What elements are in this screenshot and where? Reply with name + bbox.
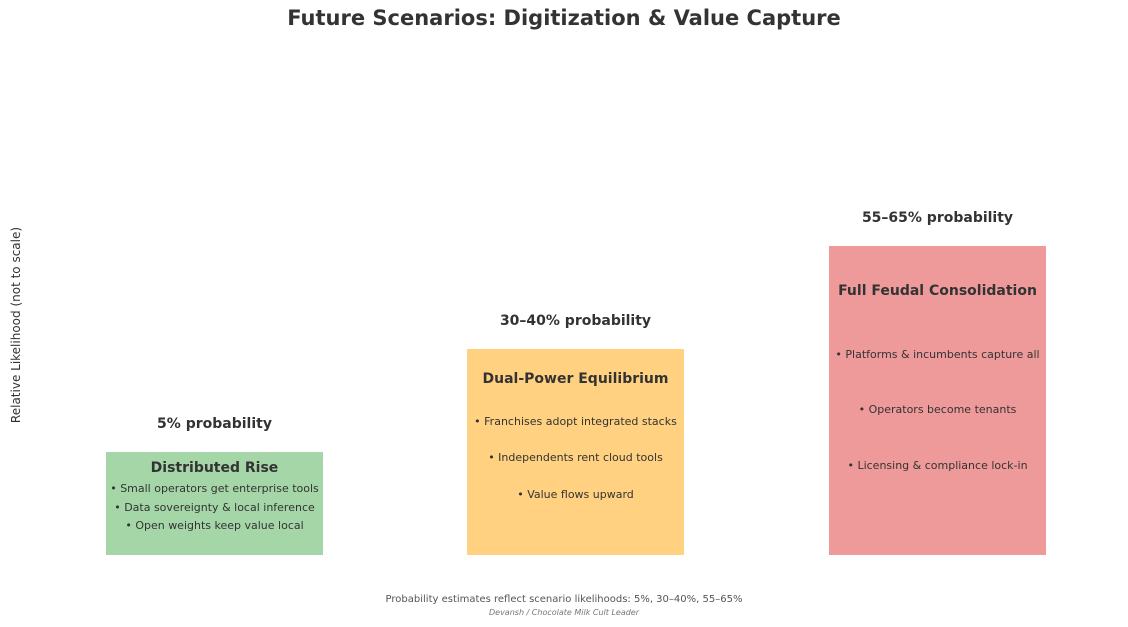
bar-bullet: • Franchises adopt integrated stacks — [474, 415, 677, 428]
bar-bullet: • Open weights keep value local — [125, 519, 304, 532]
bar-bullet: • Independents rent cloud tools — [488, 451, 663, 464]
bar-bullet: • Licensing & compliance lock-in — [847, 459, 1028, 472]
probability-label: 30–40% probability — [499, 313, 652, 329]
bar-title: Distributed Rise — [150, 460, 279, 476]
bar-bullet: • Operators become tenants — [858, 403, 1017, 416]
bar-bullet: • Data sovereignty & local inference — [114, 501, 315, 514]
bar-title: Full Feudal Consolidation — [838, 283, 1037, 299]
chart-title: Future Scenarios: Digitization & Value C… — [287, 6, 841, 30]
bar-full-feudal-consolidation: Full Feudal Consolidation • Platforms & i… — [829, 246, 1046, 555]
credit: Devansh / Chocolate Milk Cult Leader — [488, 608, 640, 617]
bar-dual-power-equilibrium: Dual-Power Equilibrium • Franchises adopt… — [467, 349, 684, 555]
bar-distributed-rise: Distributed Rise • Small operators get en… — [106, 452, 323, 555]
bar-bullet: • Small operators get enterprise tools — [110, 482, 319, 495]
probability-label: 55–65% probability — [861, 210, 1014, 226]
y-axis-label: Relative Likelihood (not to scale) — [9, 226, 23, 424]
probability-label: 5% probability — [157, 416, 272, 432]
bar-bullet: • Value flows upward — [517, 488, 634, 501]
bar-bullet: • Platforms & incumbents capture all — [835, 348, 1040, 361]
footnote: Probability estimates reflect scenario l… — [385, 594, 743, 605]
bar-title: Dual-Power Equilibrium — [482, 371, 669, 387]
